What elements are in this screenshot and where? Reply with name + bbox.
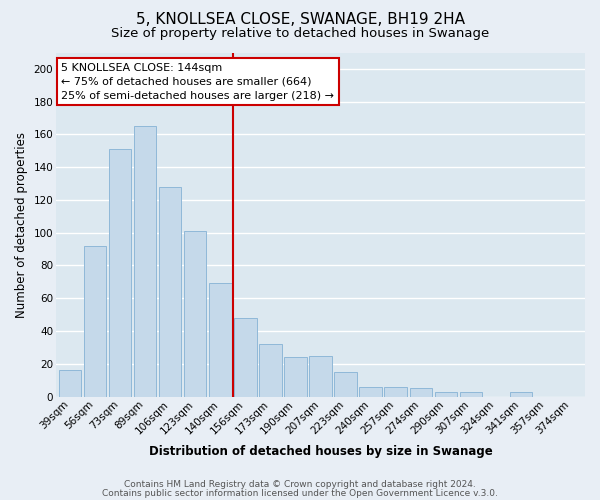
Text: Size of property relative to detached houses in Swanage: Size of property relative to detached ho…: [111, 28, 489, 40]
Bar: [83, 246, 106, 396]
Bar: [59, 370, 81, 396]
Y-axis label: Number of detached properties: Number of detached properties: [15, 132, 28, 318]
Bar: [334, 372, 357, 396]
Text: Contains HM Land Registry data © Crown copyright and database right 2024.: Contains HM Land Registry data © Crown c…: [124, 480, 476, 489]
Bar: [284, 357, 307, 397]
Bar: [109, 149, 131, 396]
Bar: [234, 318, 257, 396]
Text: Contains public sector information licensed under the Open Government Licence v.: Contains public sector information licen…: [102, 488, 498, 498]
X-axis label: Distribution of detached houses by size in Swanage: Distribution of detached houses by size …: [149, 444, 493, 458]
Bar: [134, 126, 157, 396]
Bar: [259, 344, 281, 397]
Bar: [359, 386, 382, 396]
Text: 5, KNOLLSEA CLOSE, SWANAGE, BH19 2HA: 5, KNOLLSEA CLOSE, SWANAGE, BH19 2HA: [136, 12, 464, 28]
Bar: [385, 386, 407, 396]
Bar: [434, 392, 457, 396]
Bar: [159, 187, 181, 396]
Bar: [510, 392, 532, 396]
Bar: [410, 388, 432, 396]
Bar: [209, 284, 232, 397]
Bar: [184, 231, 206, 396]
Text: 5 KNOLLSEA CLOSE: 144sqm
← 75% of detached houses are smaller (664)
25% of semi-: 5 KNOLLSEA CLOSE: 144sqm ← 75% of detach…: [61, 63, 334, 101]
Bar: [309, 356, 332, 397]
Bar: [460, 392, 482, 396]
